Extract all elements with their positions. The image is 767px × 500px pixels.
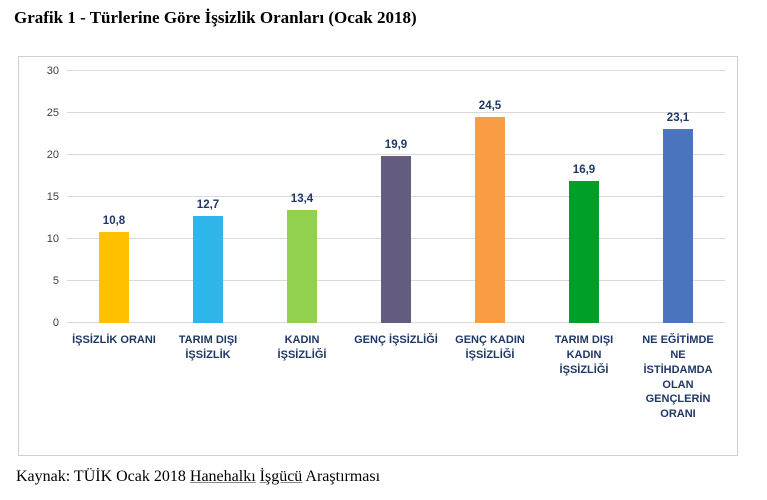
page-title: Grafik 1 - Türlerine Göre İşsizlik Oranl… — [14, 8, 417, 27]
y-axis-tick-label: 20 — [46, 149, 59, 161]
bar-column: 12,7 — [161, 71, 255, 323]
plot-area: 10,8 12,7 13,4 19,9 24,5 16,9 23,1 — [67, 71, 725, 323]
bar-column: 19,9 — [349, 71, 443, 323]
bar — [287, 210, 317, 323]
source-note-text: İşgücü — [259, 468, 303, 485]
category-label: TARIM DIŞI KADIN İŞSİZLİĞİ — [554, 334, 614, 376]
bar-value-label: 16,9 — [572, 164, 596, 177]
bar — [475, 117, 505, 323]
category-label: TARIM DIŞI İŞSİZLİK — [178, 334, 238, 361]
bar — [569, 181, 599, 323]
chart-area: 0 5 10 15 20 25 30 10,8 12,7 13,4 19,9 24,5 16,9 23,… — [18, 56, 738, 456]
bar-value-label: 19,9 — [384, 138, 408, 151]
gridline — [67, 112, 725, 113]
bar-column: 16,9 — [537, 71, 631, 323]
y-axis-tick-label: 25 — [46, 107, 59, 119]
source-note-text: Kaynak: TÜİK Ocak 2018 — [16, 468, 190, 485]
gridline — [67, 70, 725, 71]
y-axis-tick-label: 5 — [52, 275, 59, 287]
bar-column: 24,5 — [443, 71, 537, 323]
bar-column: 23,1 — [631, 71, 725, 323]
bar-value-label: 13,4 — [290, 193, 314, 206]
gridline — [67, 154, 725, 155]
bar-value-label: 24,5 — [478, 100, 502, 113]
category-label: KADIN İŞSİZLİĞİ — [277, 334, 327, 361]
x-axis-labels: İŞSİZLİK ORANI TARIM DIŞI İŞSİZLİK KADIN İ… — [67, 333, 725, 422]
bar — [193, 216, 223, 323]
y-axis-tick-label: 0 — [52, 317, 59, 329]
bar-value-label: 23,1 — [666, 111, 690, 124]
y-axis-tick-label: 10 — [46, 233, 59, 245]
y-axis-tick-label: 15 — [46, 191, 59, 203]
bar — [663, 128, 693, 323]
category-label: GENÇ İŞSİZLİĞİ — [354, 334, 438, 346]
source-note-text: Araştırması — [302, 468, 381, 485]
y-axis-tick-label: 30 — [46, 65, 59, 77]
bar-column: 10,8 — [67, 71, 161, 323]
category-label: GENÇ KADIN İŞSİZLİĞİ — [455, 334, 525, 361]
y-axis: 0 5 10 15 20 25 30 — [25, 65, 59, 329]
bar-column: 13,4 — [255, 71, 349, 323]
category-label: NE EĞİTİMDE NE İSTİHDAMDA OLAN GENÇLERİN… — [642, 334, 714, 421]
bar-value-label: 10,8 — [102, 215, 126, 228]
category-label: İŞSİZLİK ORANI — [72, 334, 156, 346]
bar-value-label: 12,7 — [196, 199, 220, 212]
source-note-text: Hanehalkı — [189, 468, 256, 485]
bar — [381, 155, 411, 323]
source-note: Kaynak: TÜİK Ocak 2018 Hanehalkı İşgücü … — [16, 468, 380, 486]
bar — [99, 232, 129, 323]
